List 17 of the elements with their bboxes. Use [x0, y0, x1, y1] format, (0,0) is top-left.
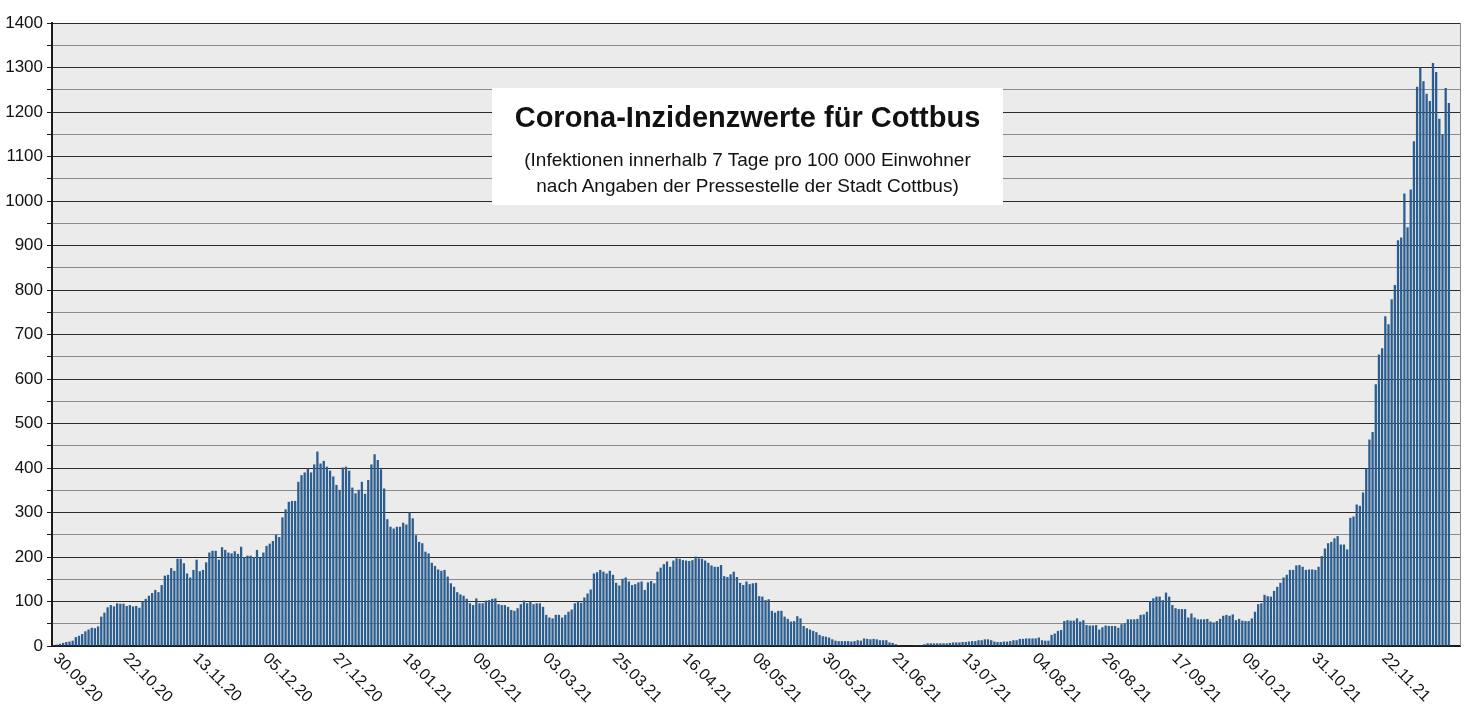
text: Corona-Inzidenzwerte für Cottbus — [513, 100, 982, 134]
y-tick-label: 300 — [14, 502, 43, 522]
y-tick-label: 1200 — [5, 101, 43, 121]
y-tick-label: 1100 — [6, 146, 43, 166]
y-tick-label: 500 — [14, 413, 43, 433]
y-tick-label: 100 — [14, 591, 43, 611]
y-tick-label: 1400 — [5, 12, 43, 32]
y-tick-label: 0 — [33, 635, 43, 655]
y-tick-label: 400 — [14, 457, 43, 477]
text: (Infektionen innerhalb 7 Tage pro 100 000 Einwohner nach Angaben der Pressestelle der Stadt Cottbus) — [523, 148, 972, 198]
y-tick-label: 1300 — [5, 57, 43, 77]
y-tick-label: 1000 — [5, 190, 43, 210]
y-tick-label: 800 — [14, 279, 43, 299]
y-tick-label: 200 — [14, 546, 43, 566]
y-tick-label: 900 — [14, 235, 43, 255]
y-tick-label: 600 — [14, 368, 43, 388]
y-tick-label: 700 — [14, 324, 43, 344]
